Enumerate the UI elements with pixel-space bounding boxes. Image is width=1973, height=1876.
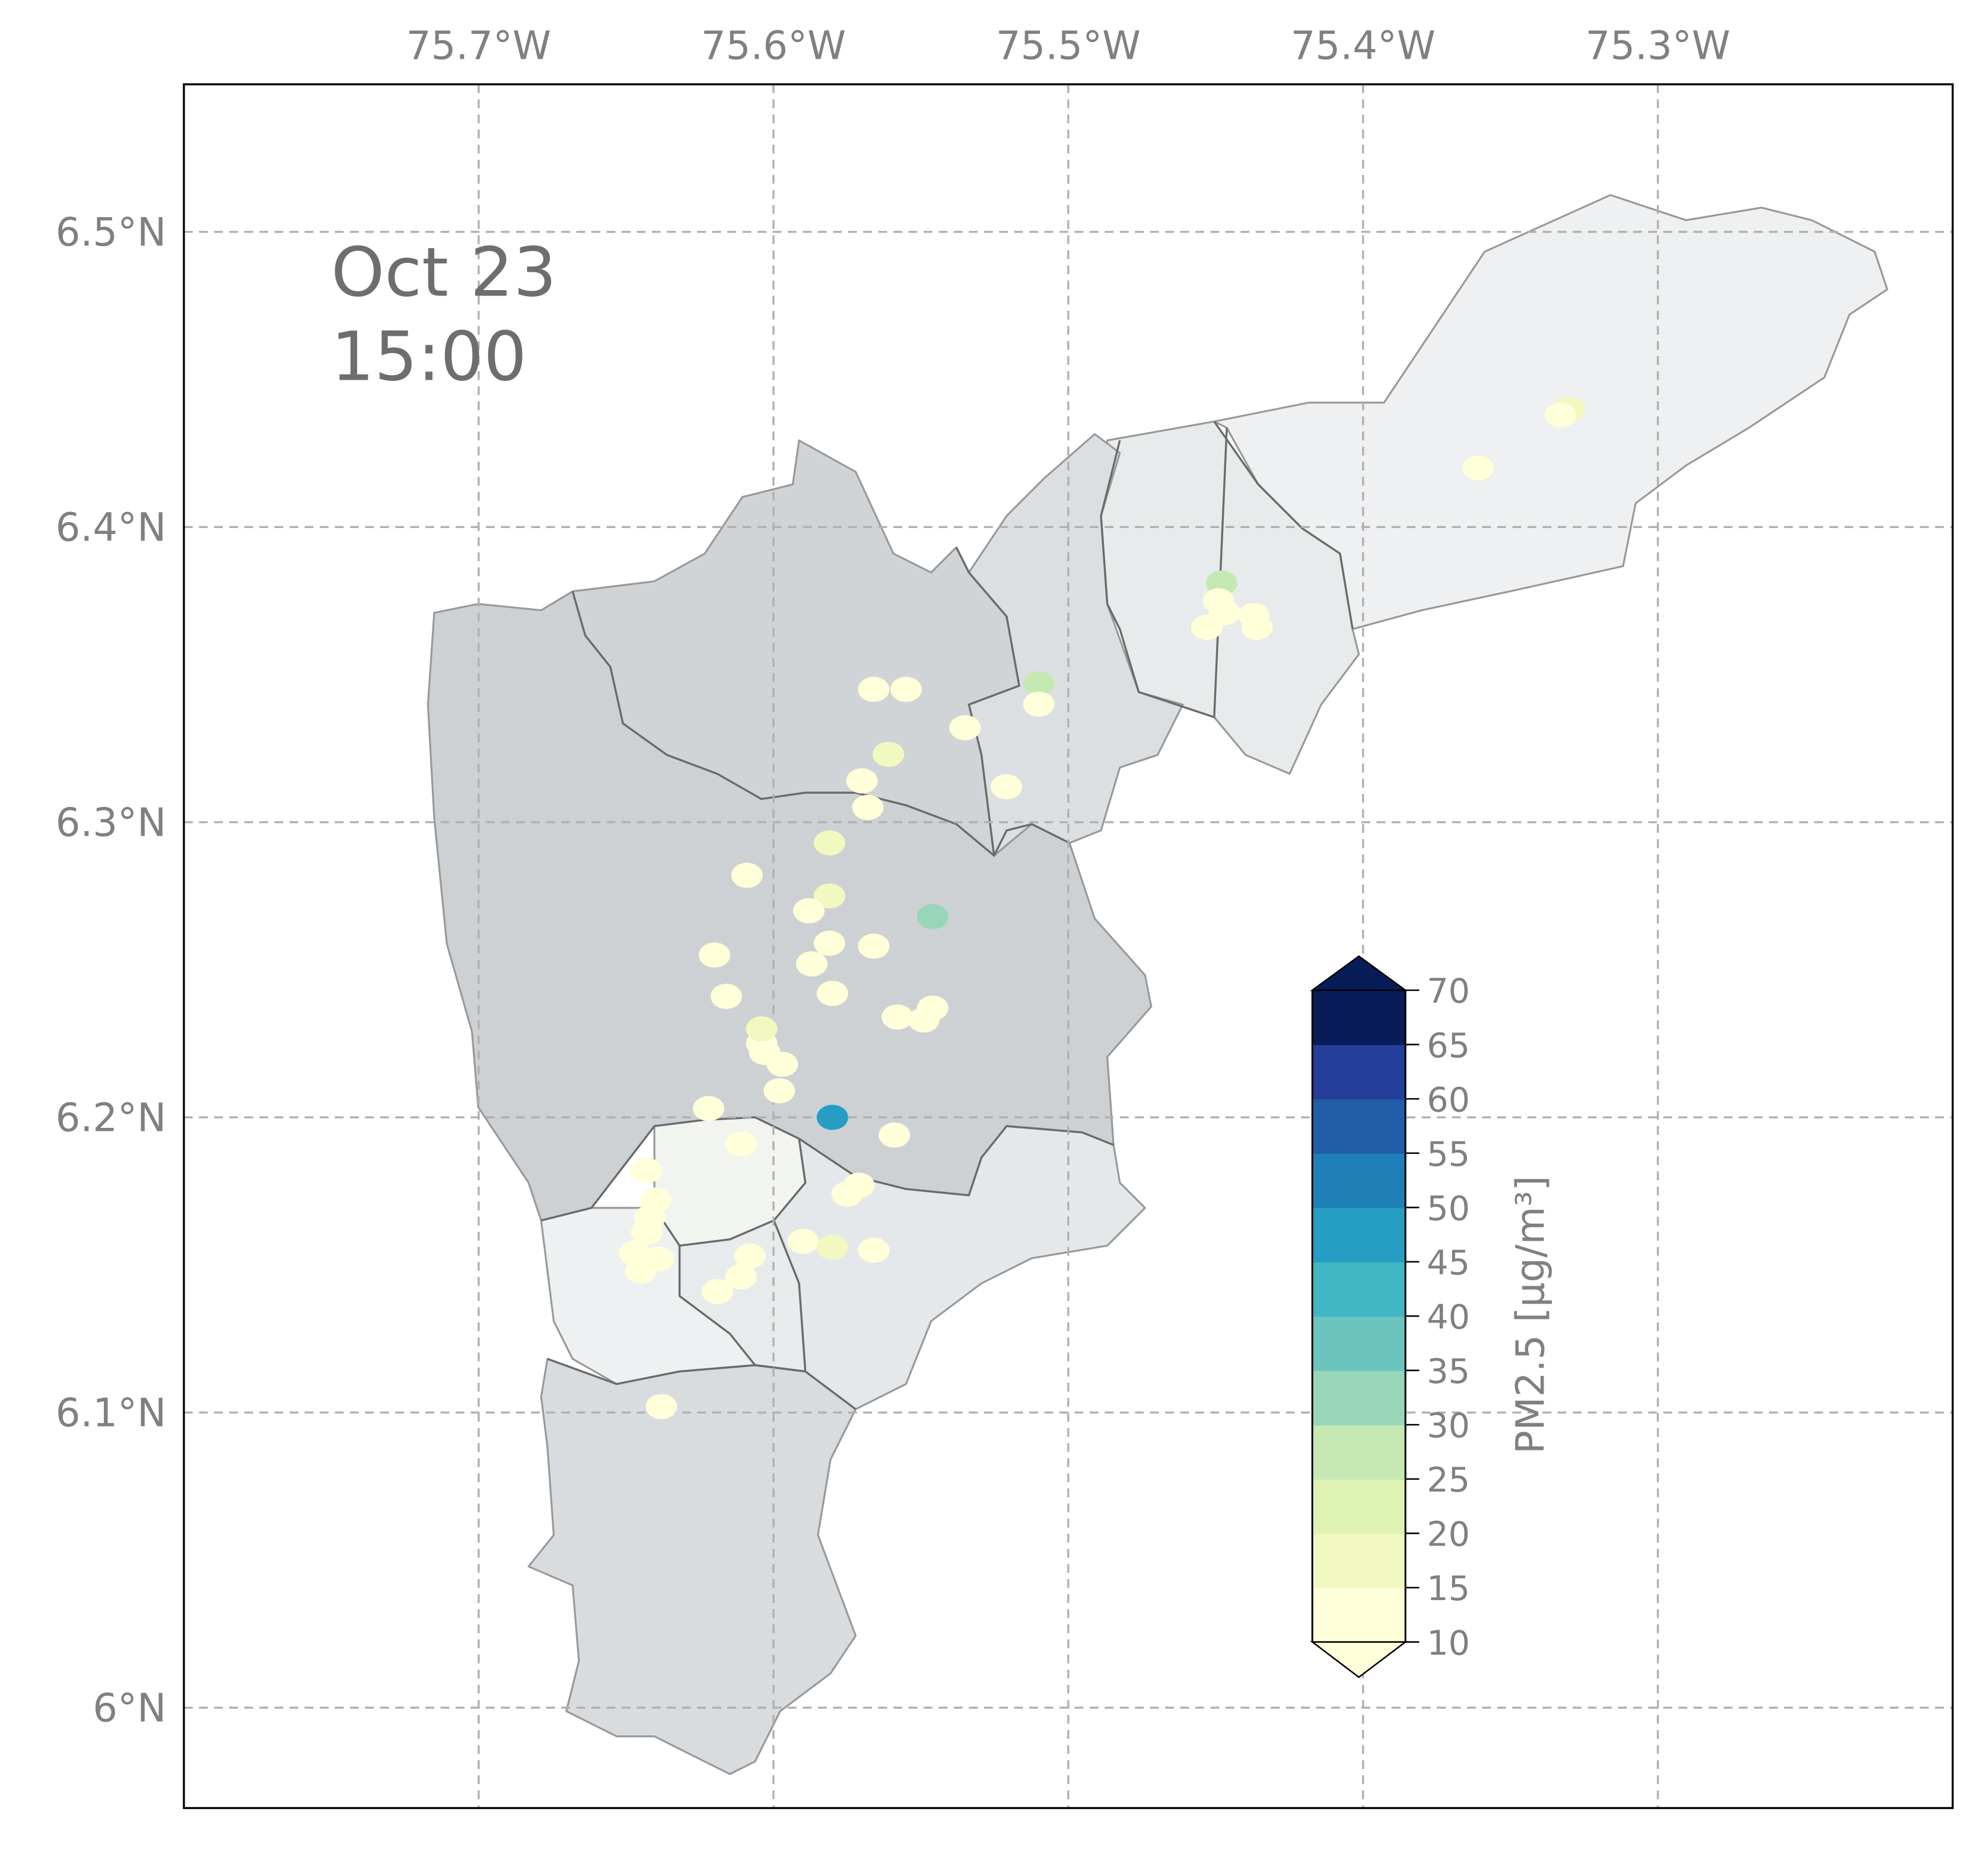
colorbar-under-arrow	[1310, 1641, 1408, 1678]
station-point	[725, 1264, 757, 1290]
station-point	[731, 863, 763, 888]
colorbar-tick-label: 70	[1427, 971, 1470, 1011]
colorbar-segment	[1312, 1153, 1406, 1209]
station-point	[710, 984, 742, 1009]
colorbar-segment	[1312, 1207, 1406, 1263]
colorbar-tick-label: 40	[1427, 1297, 1470, 1337]
colorbar-over-arrow	[1310, 955, 1408, 991]
station-point	[766, 1051, 798, 1077]
border-line	[1100, 427, 1228, 719]
colorbar-tick-label: 65	[1427, 1026, 1470, 1066]
colorbar-tick-label: 10	[1427, 1623, 1470, 1663]
border-line	[653, 1139, 807, 1247]
station-point	[693, 1096, 725, 1121]
station-point	[816, 1105, 848, 1130]
colorbar-tick-label: 55	[1427, 1134, 1470, 1174]
colorbar-segment	[1312, 1099, 1406, 1154]
date-label: Oct 23	[331, 233, 556, 312]
colorbar-segment	[1312, 1478, 1406, 1534]
station-point	[795, 951, 828, 977]
station-point	[816, 1235, 848, 1260]
station-point	[846, 768, 878, 794]
y-tick-label: 6.2°N	[56, 1095, 167, 1141]
municipality-regions	[427, 194, 1889, 1775]
y-tick-label: 6.1°N	[56, 1390, 167, 1436]
station-points	[619, 396, 1586, 1420]
colorbar-tick-label: 25	[1427, 1460, 1470, 1500]
colorbar-segment	[1312, 1316, 1406, 1371]
station-point	[852, 794, 884, 821]
station-point	[1023, 670, 1055, 697]
y-tick-label: 6°N	[93, 1686, 166, 1731]
y-tick-label: 6.4°N	[56, 505, 167, 551]
station-point	[793, 898, 825, 924]
colorbar-tick-label: 35	[1427, 1352, 1470, 1391]
colorbar-tick-label: 15	[1427, 1569, 1470, 1608]
map-frame	[183, 83, 1954, 1810]
colorbar-segment	[1312, 1588, 1406, 1643]
x-tick-label: 75.5°W	[996, 23, 1141, 69]
border-line	[955, 546, 1021, 856]
station-point	[645, 1394, 677, 1420]
colorbar-tick-label: 45	[1427, 1243, 1470, 1283]
x-tick-label: 75.6°W	[701, 23, 846, 69]
station-point	[908, 1007, 940, 1033]
station-point	[1023, 691, 1055, 717]
colorbar-segment	[1312, 1370, 1406, 1426]
colorbar-segment	[1312, 1533, 1406, 1589]
border-line	[571, 591, 1070, 857]
station-point	[1545, 402, 1577, 428]
border-line	[1213, 421, 1354, 629]
station-point	[725, 1131, 757, 1157]
x-tick-label: 75.4°W	[1291, 23, 1436, 69]
x-tick-label: 75.7°W	[406, 23, 551, 69]
x-tick-label: 75.3°W	[1586, 23, 1730, 69]
colorbar: 10 15 20 25 30 35 40 45 50 55 60 65 70	[1310, 955, 1470, 1678]
colorbar-segment	[1312, 1044, 1406, 1100]
station-point	[831, 1181, 863, 1207]
station-point	[879, 1122, 911, 1148]
colorbar-tick-label: 20	[1427, 1515, 1470, 1554]
station-point	[734, 1243, 766, 1269]
station-point	[1191, 615, 1223, 640]
station-point	[949, 715, 981, 740]
station-point	[890, 676, 922, 702]
colorbar-segment	[1312, 990, 1406, 1045]
station-point	[858, 1238, 890, 1263]
colorbar-tick-label: 50	[1427, 1188, 1470, 1228]
y-tick-label: 6.5°N	[56, 209, 167, 255]
station-point	[816, 981, 848, 1006]
station-point	[631, 1158, 663, 1184]
station-point	[746, 1016, 778, 1042]
colorbar-segment	[1312, 1261, 1406, 1317]
station-point	[917, 904, 949, 930]
station-point	[787, 1229, 819, 1254]
colorbar-tick-label: 60	[1427, 1080, 1470, 1120]
colorbar-segment	[1312, 1425, 1406, 1480]
station-point	[882, 1004, 914, 1030]
station-point	[698, 942, 731, 968]
station-point	[873, 742, 905, 767]
y-tick-label: 6.3°N	[56, 800, 167, 845]
time-label: 15:00	[331, 317, 527, 396]
station-point	[813, 930, 845, 956]
station-point	[625, 1258, 657, 1284]
station-point	[1241, 615, 1273, 640]
colorbar-label: PM2.5 [μg/m³]	[1507, 1176, 1553, 1454]
station-point	[631, 1220, 663, 1245]
station-point	[858, 933, 890, 959]
colorbar-tick-label: 30	[1427, 1406, 1470, 1446]
station-point	[858, 676, 890, 702]
border-line	[547, 1357, 857, 1410]
station-point	[1462, 455, 1494, 481]
tick-labels: 75.7°W 75.6°W 75.5°W 75.4°W 75.3°W 6.5°N 6.4°N…	[56, 23, 1730, 1731]
station-point	[813, 883, 845, 909]
region-caldas	[527, 1357, 857, 1775]
station-point	[763, 1078, 795, 1104]
station-point	[813, 830, 845, 856]
station-point	[701, 1279, 733, 1305]
station-point	[990, 774, 1022, 800]
